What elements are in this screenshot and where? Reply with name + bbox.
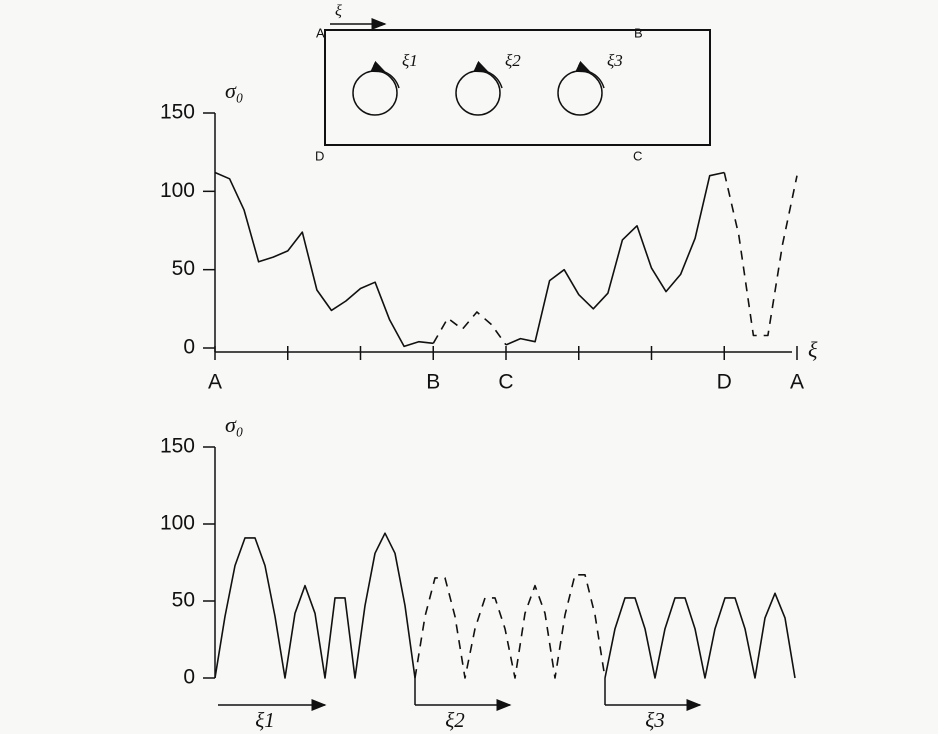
y-axis-title: σ₀ xyxy=(225,412,244,437)
roller-label: ξ2 xyxy=(505,51,521,70)
bottom-arrows xyxy=(218,678,702,711)
y-axis-title: σ₀ xyxy=(225,78,244,103)
x-tick-label: A xyxy=(208,371,222,394)
roller-label: ξ1 xyxy=(402,51,418,70)
inset: ξ A B C D ξ1 ξ2 ξ3 xyxy=(315,3,711,163)
y-tick-label: 100 xyxy=(160,179,195,202)
x-tick-label: ξ3 xyxy=(645,708,665,732)
inset-frame xyxy=(324,29,711,146)
corner: B xyxy=(634,25,643,40)
data-line xyxy=(432,172,798,346)
roller: ξ1 xyxy=(352,51,418,116)
roller: ξ2 xyxy=(455,51,521,116)
roller: ξ3 xyxy=(557,51,623,116)
y-tick-label: 150 xyxy=(160,101,195,124)
y-tick-label: 50 xyxy=(172,257,195,280)
x-tick-label: D xyxy=(717,371,732,394)
x-tick-label: A xyxy=(790,371,804,394)
x-tick-label: ξ1 xyxy=(255,708,275,732)
x-tick-label: ξ2 xyxy=(445,708,465,732)
y-tick-label: 50 xyxy=(172,589,195,612)
x-tick-label: C xyxy=(498,371,513,394)
inset-axis: ξ xyxy=(335,3,342,20)
y-tick-label: 100 xyxy=(160,512,195,535)
data-line xyxy=(414,574,606,679)
y-tick-label: 0 xyxy=(183,336,195,359)
roller-label: ξ3 xyxy=(607,51,623,70)
corner: C xyxy=(633,148,642,163)
data-line xyxy=(214,171,725,348)
x-axis-title: ξ xyxy=(808,337,818,362)
corner: A xyxy=(316,25,325,40)
corner: D xyxy=(315,148,324,163)
data-line xyxy=(214,532,796,679)
y-tick-label: 0 xyxy=(183,666,195,689)
x-tick-label: B xyxy=(426,371,440,394)
y-tick-label: 150 xyxy=(160,435,195,458)
